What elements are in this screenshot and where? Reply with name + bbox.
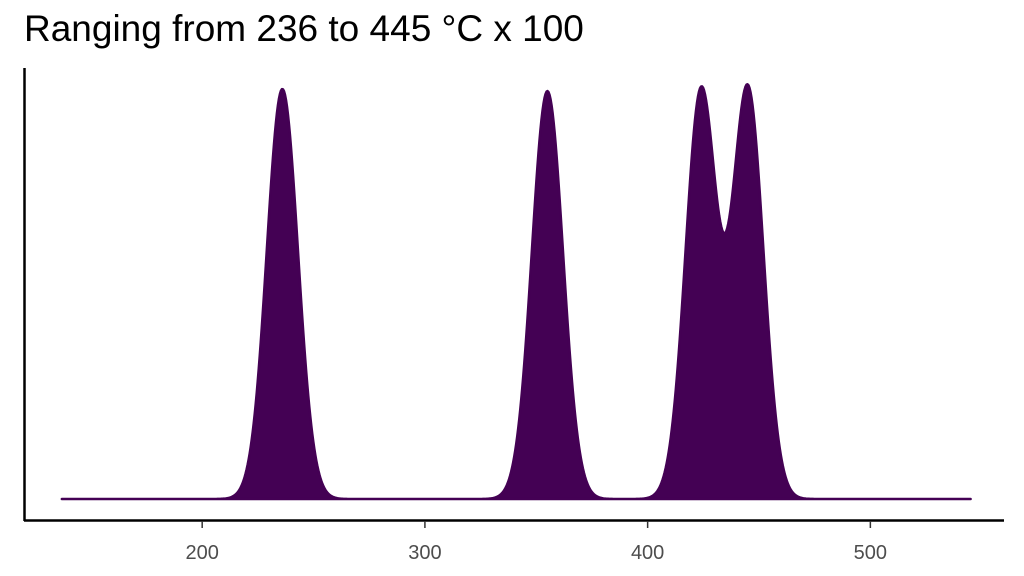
x-tick-label: 500	[854, 542, 887, 564]
density-area	[60, 82, 972, 501]
x-tick-label: 400	[631, 542, 664, 564]
chart-title: Ranging from 236 to 445 °C x 100	[24, 8, 584, 49]
x-tick-label: 300	[408, 542, 441, 564]
x-tick-label: 200	[185, 542, 218, 564]
